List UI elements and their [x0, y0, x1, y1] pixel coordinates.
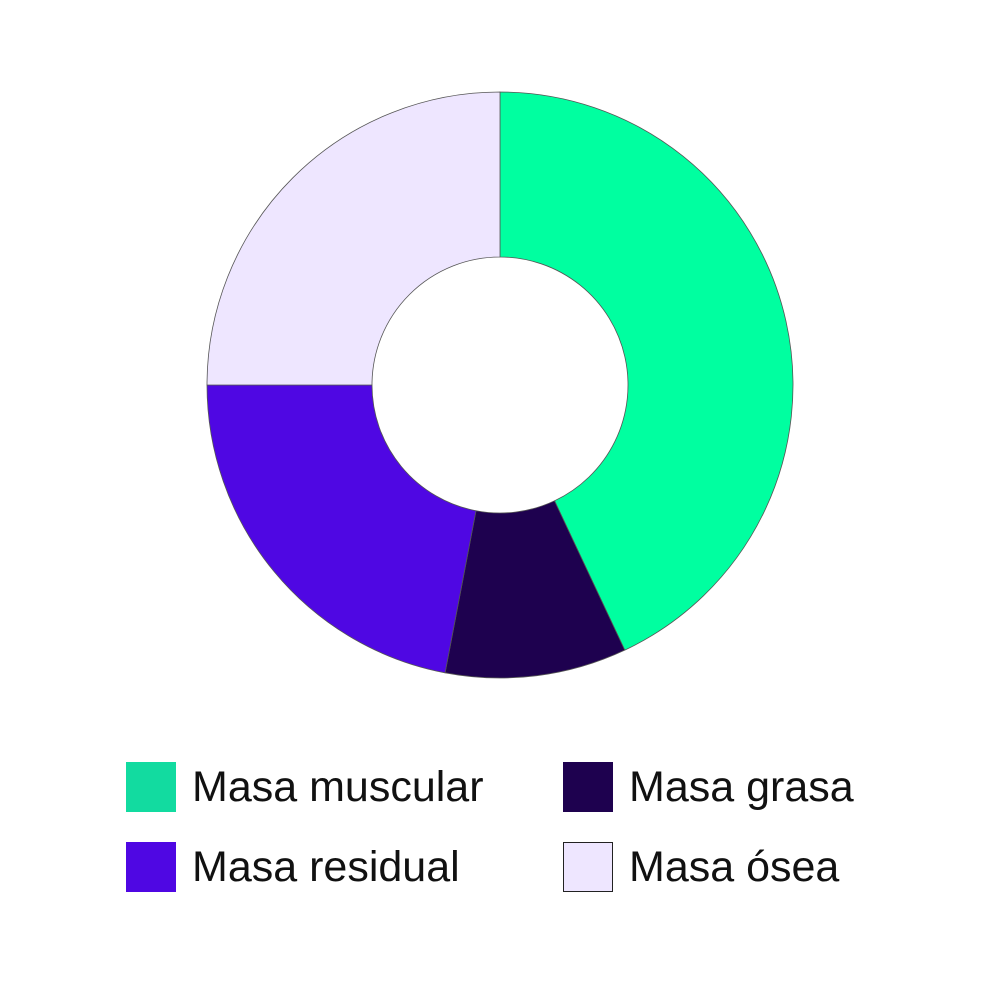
donut-slice-masa-muscular [499, 91, 794, 651]
legend-item-masa-grasa: Masa grasa [563, 762, 854, 812]
donut-chart [206, 91, 794, 679]
legend-item-masa-osea: Masa ósea [563, 842, 839, 892]
legend-swatch-masa-residual [126, 842, 176, 892]
legend-label-masa-muscular: Masa muscular [192, 762, 484, 811]
legend-swatch-masa-osea [563, 842, 613, 892]
legend-label-masa-grasa: Masa grasa [629, 762, 854, 811]
legend-label-masa-osea: Masa ósea [629, 842, 840, 891]
legend-label-masa-residual: Masa residual [192, 842, 460, 891]
chart-legend: Masa muscular Masa grasa Masa residual M… [126, 762, 906, 894]
legend-item-masa-residual: Masa residual [126, 842, 460, 892]
legend-item-masa-muscular: Masa muscular [126, 762, 484, 812]
legend-swatch-masa-muscular [126, 762, 176, 812]
donut-slice-masa-osea [206, 91, 501, 386]
donut-slice-masa-residual [206, 384, 477, 674]
legend-swatch-masa-grasa [563, 762, 613, 812]
